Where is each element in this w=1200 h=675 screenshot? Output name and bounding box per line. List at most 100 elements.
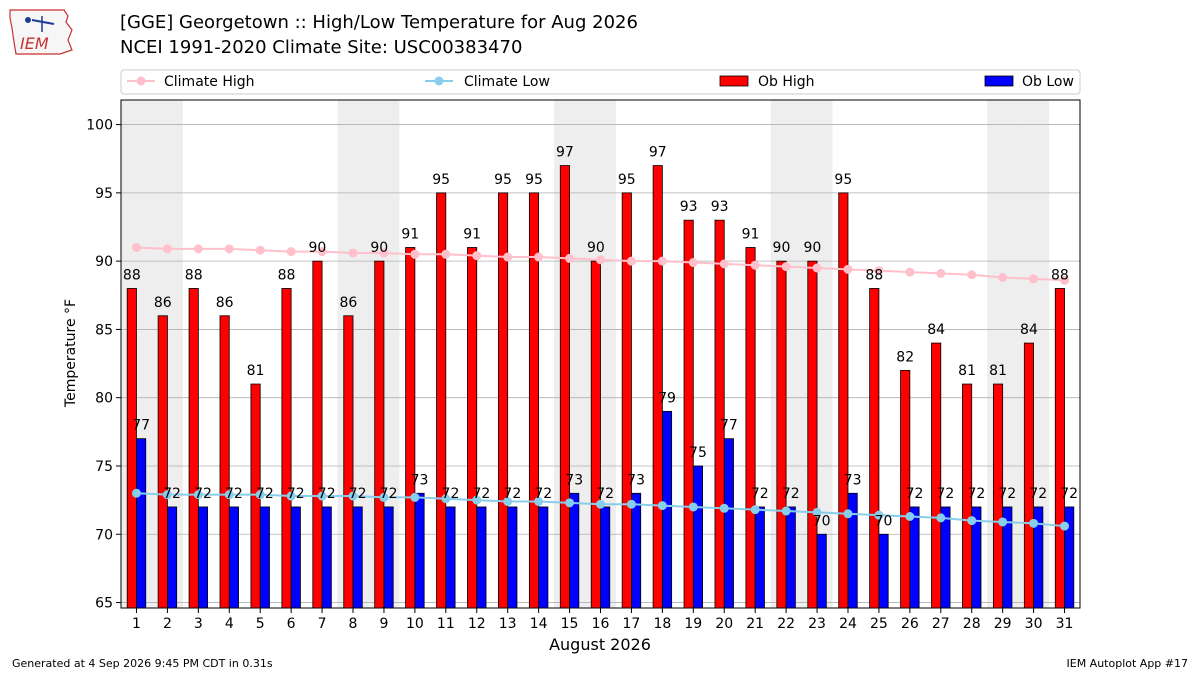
y-tick-label: 80 [95,391,113,407]
x-tick-label: 7 [318,616,327,632]
x-tick-label: 25 [870,616,888,632]
y-tick-label: 85 [95,322,113,338]
x-tick-label: 1 [132,616,141,632]
climate-high-point [162,244,172,254]
ob-high-value-label: 95 [525,172,543,188]
climate-high-point [688,258,698,268]
ob-low-value-label: 70 [813,513,831,529]
x-tick-label: 27 [932,616,950,632]
legend-ob-high-label: Ob High [758,74,815,90]
climate-low-point [688,502,698,512]
x-tick-label: 20 [715,616,733,632]
climate-low-point [596,499,605,509]
climate-high-point [193,244,203,254]
ob-low-value-label: 72 [163,486,181,502]
climate-low-point [998,517,1008,527]
climate-high-point [719,259,729,269]
climate-high-point [410,249,420,259]
ob-high-value-label: 97 [649,145,667,161]
x-tick-label: 21 [746,616,764,632]
ob-low-bar [692,465,703,609]
plot-area: 6570758085909510088868886818890869091959… [86,99,1081,632]
climate-high-point [565,253,575,263]
ob-high-value-label: 86 [339,295,357,311]
ob-low-value-label: 72 [937,486,955,502]
generated-timestamp: Generated at 4 Sep 2026 9:45 PM CDT in 0… [12,657,273,670]
climate-high-point [596,255,605,265]
climate-low-point [657,501,667,511]
ob-high-value-label: 97 [556,145,574,161]
climate-low-point [812,507,822,517]
climate-low-point [936,513,946,523]
x-tick-label: 16 [592,616,610,632]
ob-high-value-label: 81 [247,363,265,379]
climate-high-point [998,273,1008,283]
climate-high-point [131,242,141,252]
y-tick-label: 65 [95,596,113,612]
ob-low-bar [631,492,642,609]
climate-high-point [936,268,946,278]
climate-high-point [1060,275,1070,285]
climate-low-point [626,499,636,509]
climate-high-point [1029,274,1039,284]
ob-low-value-label: 72 [998,486,1016,502]
climate-high-point [874,266,884,276]
ob-low-value-label: 73 [565,472,583,488]
climate-low-point [348,491,358,501]
climate-low-point [750,505,760,515]
ob-high-bar [776,260,787,609]
climate-high-point [967,270,977,280]
legend-climate-low-marker [434,76,444,86]
climate-high-point [781,262,791,272]
climate-high-point [224,244,234,254]
ob-high-bar [343,315,354,609]
x-tick-label: 29 [994,616,1012,632]
ob-high-value-label: 84 [1020,322,1038,338]
x-tick-label: 26 [901,616,919,632]
climate-low-point [874,510,884,520]
ob-low-value-label: 73 [627,472,645,488]
climate-high-point [626,256,636,266]
ob-high-bar [652,165,663,609]
ob-high-value-label: 88 [865,267,883,283]
ob-low-bar [569,492,580,609]
ob-low-value-label: 77 [132,418,150,434]
ob-low-value-label: 72 [503,486,521,502]
x-axis-label: August 2026 [549,635,651,654]
y-tick-label: 90 [95,254,113,270]
ob-high-bar [838,192,849,609]
ob-low-bar [383,506,394,609]
climate-low-point [905,512,915,522]
ob-low-value-label: 72 [287,486,305,502]
climate-low-point [193,490,203,500]
climate-high-point [441,249,451,259]
ob-high-value-label: 93 [680,199,698,215]
ob-high-value-label: 91 [401,226,419,242]
climate-low-point [410,492,420,502]
ob-high-bar [931,342,942,609]
ob-high-bar [405,247,416,609]
ob-low-value-label: 75 [689,445,707,461]
ob-low-value-label: 72 [225,486,243,502]
ob-high-bar [467,247,478,609]
climate-high-point [905,267,915,277]
climate-low-point [781,506,791,516]
climate-high-point [657,256,667,266]
ob-low-bar [909,506,920,609]
ob-low-value-label: 72 [349,486,367,502]
ob-high-bar [374,260,385,609]
ob-high-value-label: 95 [834,172,852,188]
ob-high-value-label: 90 [370,240,388,256]
climate-low-point [131,488,141,498]
x-tick-label: 17 [623,616,641,632]
ob-low-bar [352,506,363,609]
y-tick-label: 100 [86,118,113,134]
ob-high-bar [559,165,570,609]
ob-high-bar [188,288,199,609]
climate-high-point [317,247,327,257]
ob-high-value-label: 81 [958,363,976,379]
ob-high-value-label: 93 [711,199,729,215]
ob-high-bar [1023,342,1034,609]
logo-text: IEM [20,34,49,53]
climate-low-point [1029,518,1039,528]
